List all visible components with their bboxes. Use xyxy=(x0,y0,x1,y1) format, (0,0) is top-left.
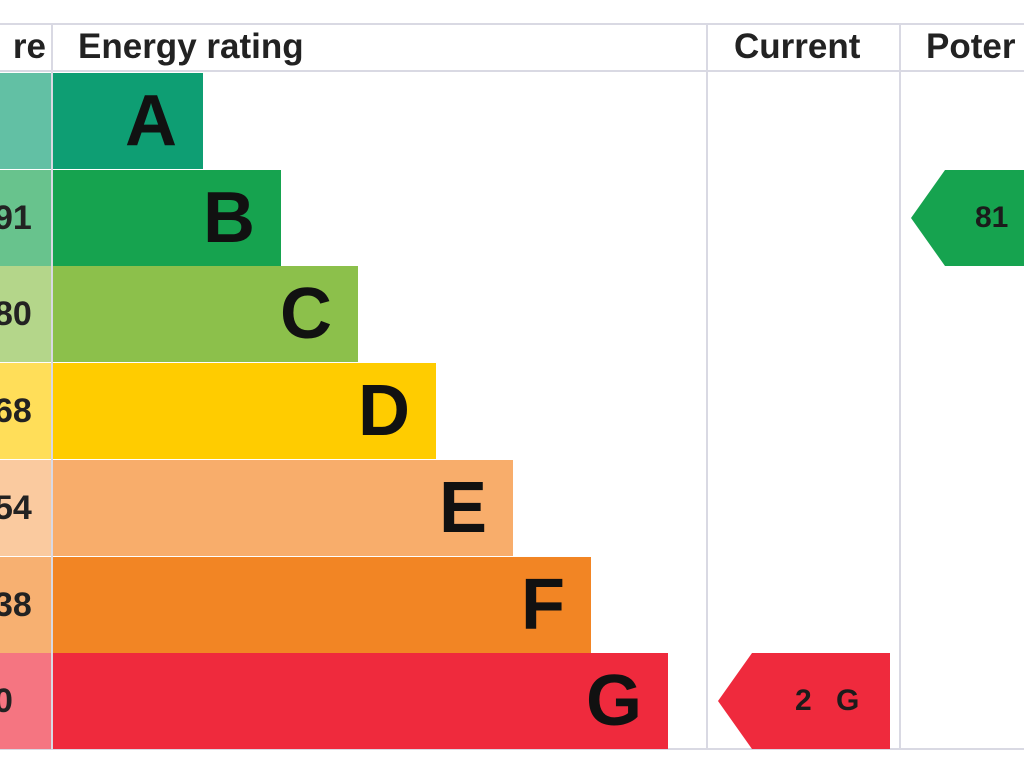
score-range-text-d: 68 xyxy=(0,392,32,430)
score-range-e: 54 xyxy=(0,460,51,556)
band-bar-d: D xyxy=(53,363,436,459)
top-border xyxy=(0,23,1024,25)
score-range-text-b: 91 xyxy=(0,199,32,237)
potential-rating-marker-shape xyxy=(911,170,1024,266)
current-potential-divider xyxy=(899,24,901,749)
band-bar-g: G xyxy=(53,653,668,749)
current-rating-marker-shape xyxy=(718,653,890,749)
potential-column-header: Poter xyxy=(926,27,1016,66)
score-range-text-f: 38 xyxy=(0,586,32,624)
score-range-text-e: 54 xyxy=(0,489,32,527)
current-column-header: Current xyxy=(734,27,861,66)
score-range-a xyxy=(0,73,51,169)
score-range-text-c: 80 xyxy=(0,295,32,333)
score-range-g: 0 xyxy=(0,653,51,749)
band-letter-d: D xyxy=(358,371,410,451)
band-letter-a: A xyxy=(125,81,177,161)
band-bar-c: C xyxy=(53,266,358,362)
score-rating-divider xyxy=(51,24,53,749)
score-range-f: 38 xyxy=(0,557,51,653)
band-letter-b: B xyxy=(203,178,255,258)
potential-rating-marker-arrow xyxy=(911,170,1024,266)
band-letter-g: G xyxy=(585,661,642,741)
band-letter-c: C xyxy=(280,274,332,354)
bottom-border xyxy=(0,748,1024,750)
potential-rating-marker-value: 81 xyxy=(975,201,1009,234)
rating-current-divider xyxy=(706,24,708,749)
score-range-b: 91 xyxy=(0,170,51,266)
score-range-c: 80 xyxy=(0,266,51,362)
current-rating-marker-band: G xyxy=(836,684,860,717)
band-letter-e: E xyxy=(438,468,487,548)
potential-rating-marker: 81 xyxy=(911,170,1024,266)
score-range-d: 68 xyxy=(0,363,51,459)
band-bar-e: E xyxy=(53,460,513,556)
band-bar-a: A xyxy=(53,73,203,169)
score-range-text-g: 0 xyxy=(0,682,13,720)
band-letter-f: F xyxy=(521,565,565,645)
band-bar-f: F xyxy=(53,557,591,653)
score-column-header: re xyxy=(12,27,46,66)
current-rating-marker-value: 2 xyxy=(795,684,812,717)
header-divider xyxy=(0,70,1024,72)
band-bar-b: B xyxy=(53,170,281,266)
current-rating-marker-arrow xyxy=(718,653,890,749)
energy-rating-header: Energy rating xyxy=(78,27,304,66)
